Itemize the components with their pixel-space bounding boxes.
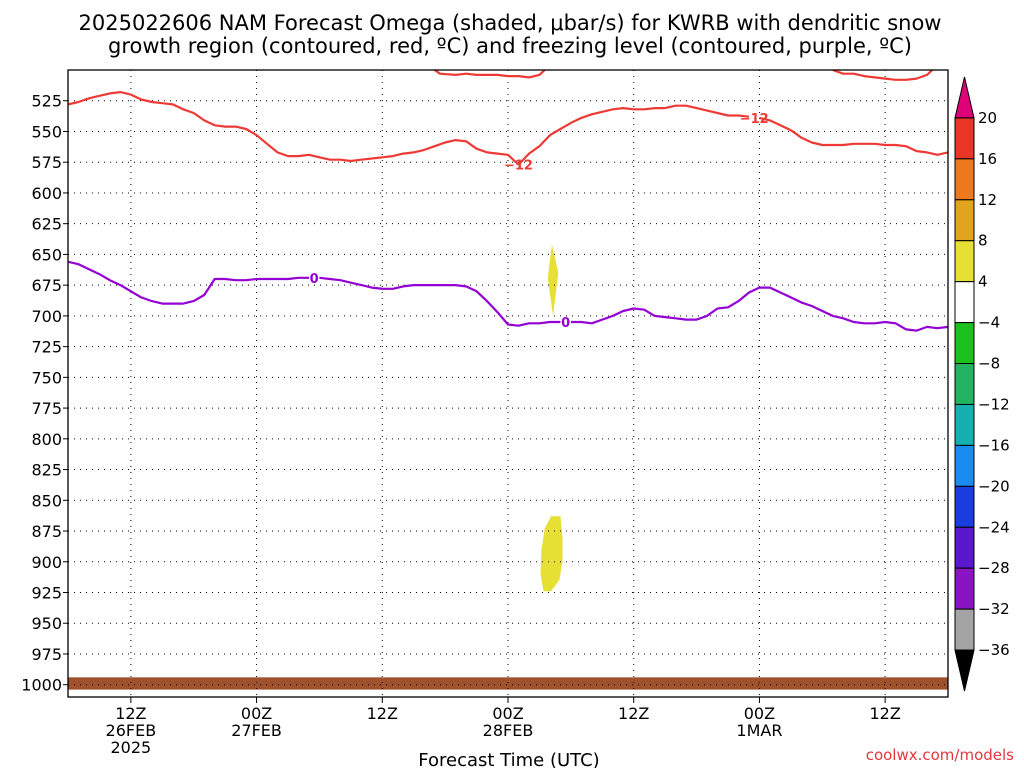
x-tick-label: 00Z (744, 704, 775, 723)
colorbar-bin (954, 240, 975, 283)
x-tick-label: 12Z (367, 704, 398, 723)
contour-0-segment-2 (319, 276, 561, 327)
colorbar-bin-top-arrow (954, 76, 975, 119)
x-tick-label: 28FEB (483, 721, 534, 740)
colorbar-bin-bottom-arrow (954, 649, 975, 692)
y-tick-label: 650 (31, 245, 62, 264)
y-tick-label: 800 (31, 430, 62, 449)
colorbar-tick-label: −32 (978, 600, 1010, 618)
colorbar-tick-label: 12 (978, 191, 997, 209)
y-tick-label: 825 (31, 461, 62, 480)
colorbar-bin (954, 158, 975, 201)
colorbar-bin (954, 281, 975, 324)
colorbar-tick-label: 20 (978, 109, 997, 127)
y-tick-label: 575 (31, 153, 62, 172)
chart-title-line2: growth region (contoured, red, ºC) and f… (108, 34, 912, 58)
y-tick-label: 525 (31, 92, 62, 111)
contour-m12-segment-3 (759, 116, 948, 156)
colorbar-bin (954, 567, 975, 610)
x-tick-label: 1MAR (736, 721, 782, 740)
y-tick-label: 850 (31, 491, 62, 510)
contour-label-0: 0 (561, 316, 570, 331)
colorbar-bin (954, 363, 975, 405)
contour-m12-segment-1 (68, 90, 520, 166)
colorbar-tick-label: 4 (978, 273, 988, 291)
x-tick-label: 12Z (618, 704, 649, 723)
colorbar-tick-label: −4 (978, 314, 1000, 332)
contour-m12-segment-5 (832, 70, 934, 81)
y-tick-label: 675 (31, 276, 62, 295)
y-tick-label: 600 (31, 184, 62, 203)
colorbar-bin (954, 403, 975, 446)
y-tick-label: 750 (31, 368, 62, 387)
y-tick-label: 900 (31, 553, 62, 572)
contour-label-0: 0 (310, 272, 319, 287)
y-tick-label: 950 (31, 614, 62, 633)
contours (68, 70, 948, 332)
colorbar-tick-label: −8 (978, 355, 1000, 373)
omega-shaded-region-1 (547, 244, 559, 316)
contour-0-segment-3 (570, 286, 948, 332)
colorbar-tick-label: 16 (978, 150, 997, 168)
credit-text: coolwx.com/models (866, 746, 1014, 764)
contour-label-m12: −12 (504, 159, 533, 174)
contour-label-m12: −12 (740, 112, 769, 127)
y-tick-label: 775 (31, 399, 62, 418)
x-axis-label: Forecast Time (UTC) (418, 750, 599, 768)
colorbar-tick-label: −20 (978, 477, 1010, 495)
colorbar: 20 16 12 8 4 −4 −8 −12 −16 −20 −24 −28 −32 −36 (954, 76, 1010, 692)
y-tick-label: 875 (31, 522, 62, 541)
colorbar-tick-label: −36 (978, 641, 1010, 659)
y-tick-label: 1000 (21, 676, 62, 695)
colorbar-bin (954, 608, 975, 651)
omega-shaded-region-2 (540, 516, 563, 592)
contour-m12-segment-4 (434, 70, 546, 79)
x-tick-label: 12Z (869, 704, 900, 723)
colorbar-bin (954, 322, 975, 365)
colorbar-tick-label: 8 (978, 232, 988, 250)
x-tick-label: 00Z (492, 704, 523, 723)
y-tick-label: 975 (31, 645, 62, 664)
y-axis: 525 550 575 600 625 650 675 700 725 750 775 800 825 8… (21, 92, 68, 695)
colorbar-bin (954, 526, 975, 569)
colorbar-bin (954, 199, 975, 242)
contour-m12-segment-2 (517, 104, 750, 166)
x-tick-label: 27FEB (231, 721, 282, 740)
colorbar-bin (954, 117, 975, 160)
colorbar-tick-label: −24 (978, 518, 1010, 536)
plot-area: −12 −12 0 0 (67, 69, 949, 698)
contour-0-segment-1 (68, 260, 309, 305)
y-tick-label: 725 (31, 338, 62, 357)
colorbar-tick-label: −28 (978, 559, 1010, 577)
colorbar-tick-label: −16 (978, 436, 1010, 454)
y-tick-label: 700 (31, 307, 62, 326)
y-tick-label: 625 (31, 215, 62, 234)
chart-title-line1: 2025022606 NAM Forecast Omega (shaded, μ… (79, 11, 942, 35)
colorbar-bin (954, 444, 975, 487)
x-tick-label: 26FEB (106, 721, 157, 740)
x-tick-label: 12Z (115, 704, 146, 723)
x-tick-label: 00Z (241, 704, 272, 723)
y-tick-label: 550 (31, 122, 62, 141)
terrain-band (68, 677, 948, 690)
x-tick-label: 2025 (110, 738, 151, 757)
colorbar-tick-label: −12 (978, 395, 1010, 413)
colorbar-bin (954, 485, 975, 528)
y-tick-label: 925 (31, 584, 62, 603)
